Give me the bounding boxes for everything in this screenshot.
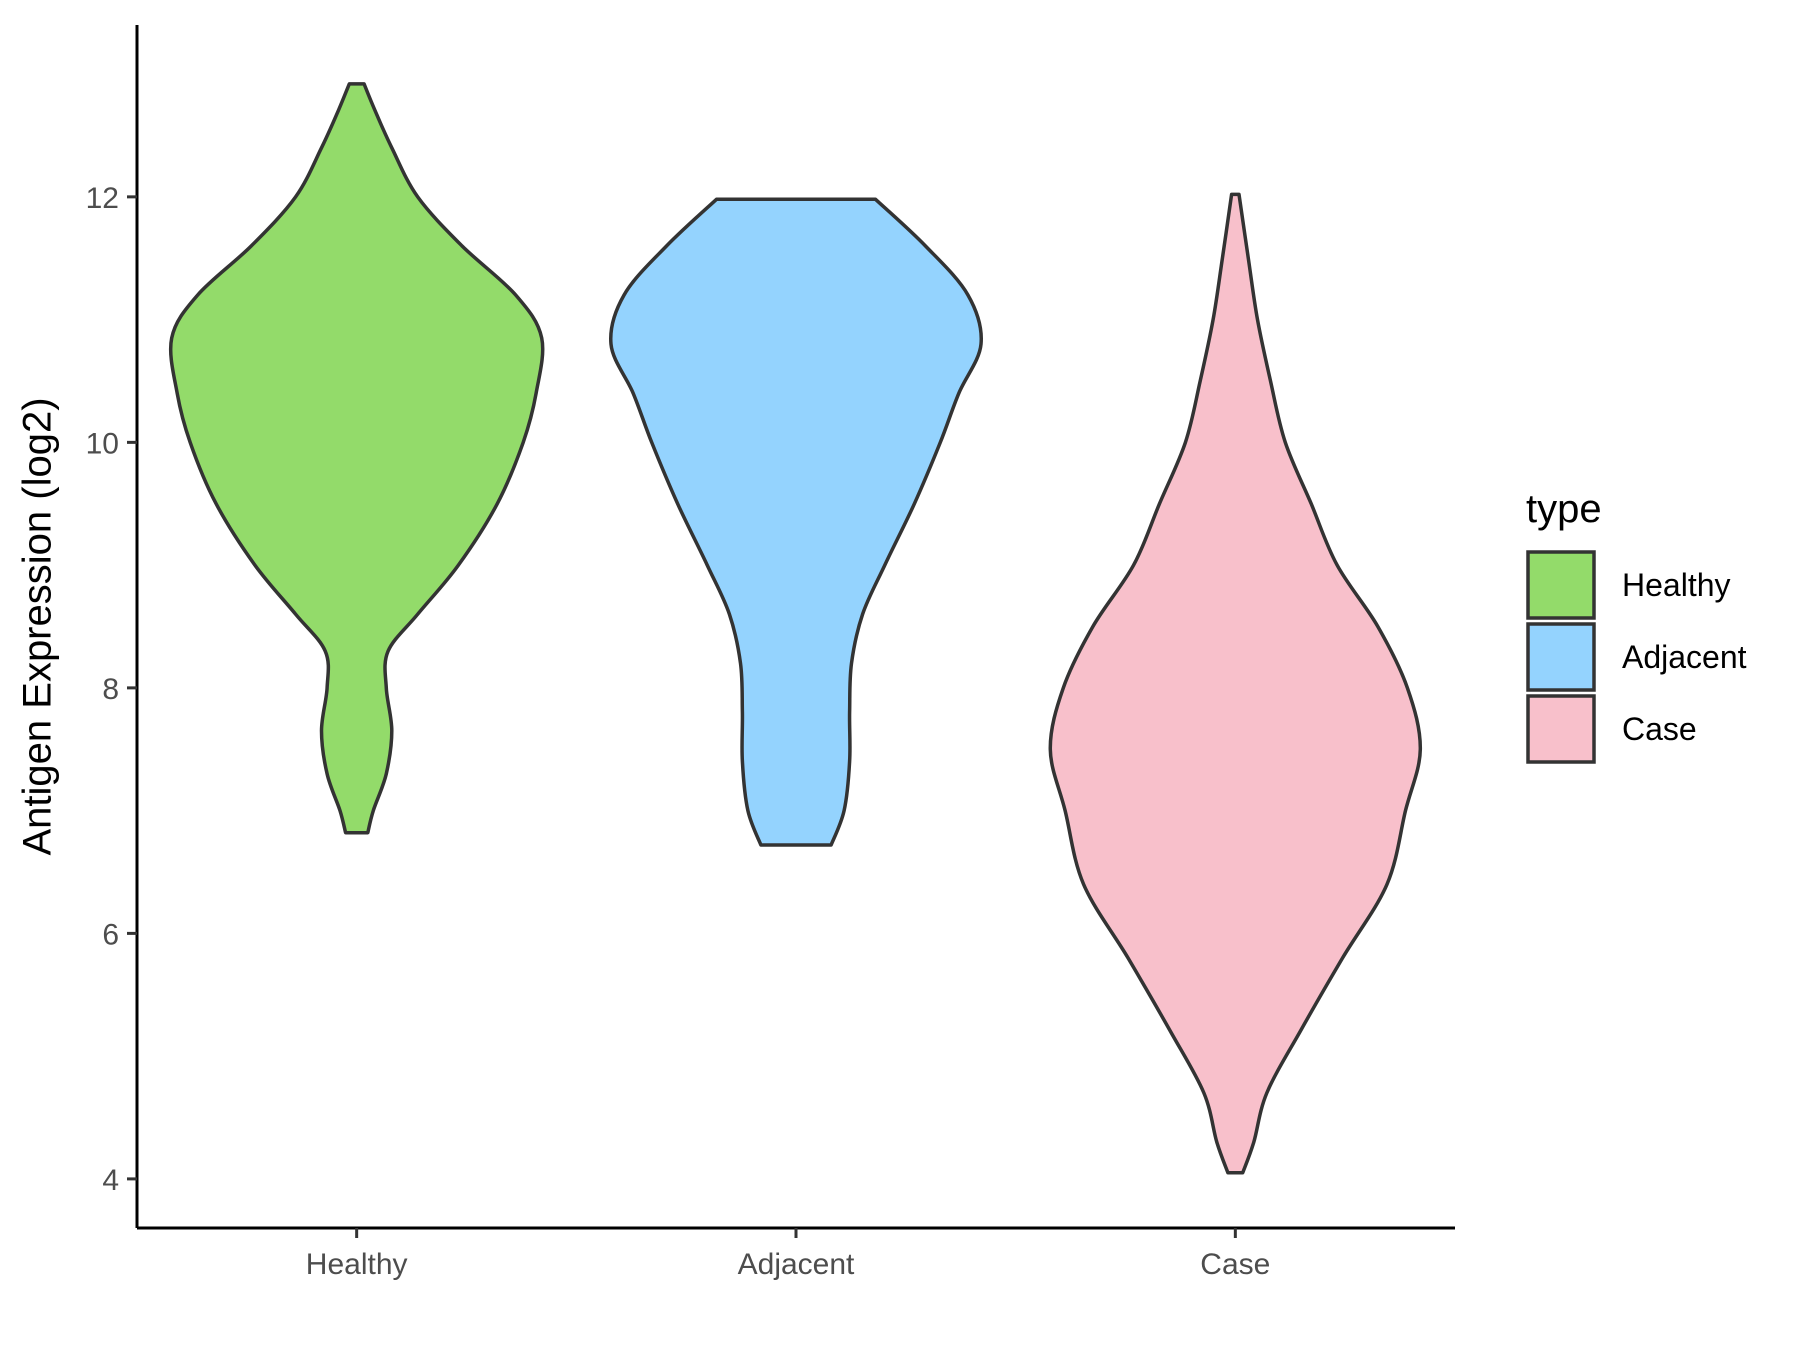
legend-label-healthy: Healthy (1622, 567, 1731, 603)
y-tick-label: 6 (102, 918, 119, 951)
y-tick-label: 10 (86, 427, 119, 460)
y-tick-label: 12 (86, 182, 119, 215)
axes-layer: 4 6 8 10 12 Healthy Adjacent Case (86, 25, 1455, 1281)
y-tick-label: 8 (102, 673, 119, 706)
x-ticks: Healthy Adjacent Case (306, 1228, 1270, 1281)
legend-label-case: Case (1622, 711, 1697, 747)
y-axis-title: Antigen Expression (log2) (16, 397, 60, 855)
violin-healthy (168, 82, 545, 835)
x-tick-label: Adjacent (738, 1248, 855, 1281)
x-tick-label: Case (1200, 1248, 1270, 1281)
violin-adjacent (608, 197, 984, 847)
legend-items: Healthy Adjacent Case (1526, 550, 1747, 764)
violin-case (1048, 192, 1423, 1175)
legend-swatch-adjacent (1526, 622, 1596, 692)
legend: type Healthy Adjacent Case (1526, 487, 1747, 764)
legend-title: type (1526, 487, 1602, 531)
legend-label-adjacent: Adjacent (1622, 639, 1747, 675)
y-ticks: 4 6 8 10 12 (86, 182, 137, 1197)
y-tick-label: 4 (102, 1164, 119, 1197)
legend-swatch-healthy (1526, 550, 1596, 620)
x-tick-label: Healthy (306, 1248, 408, 1281)
violins-layer (168, 82, 1423, 1175)
legend-swatch-case (1526, 694, 1596, 764)
